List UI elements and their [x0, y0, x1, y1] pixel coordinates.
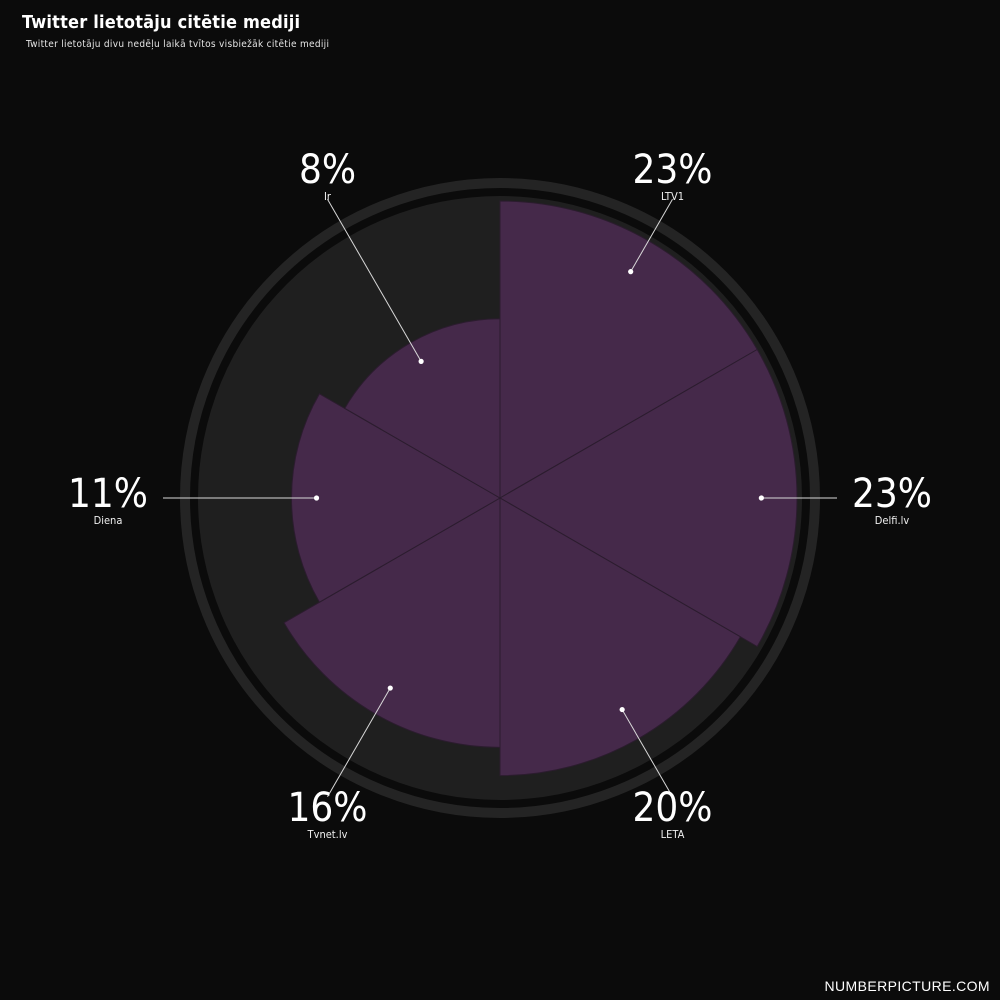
category-label-ltv1: LTV1: [661, 190, 684, 203]
data-label-ltv1: 23%: [633, 147, 713, 193]
data-label-tvnet-lv: 16%: [288, 785, 368, 831]
data-label-ir: 8%: [299, 147, 356, 193]
leader-dot-tvnet-lv: [387, 685, 393, 691]
leader-dot-ir: [418, 358, 424, 364]
brand-watermark: NUMBERPICTURE.COM: [824, 978, 990, 994]
category-label-leta: LETA: [661, 828, 685, 841]
category-label-delfi-lv: Delfi.lv: [875, 514, 910, 527]
leader-line-ir: [327, 198, 422, 362]
leader-dot-delfi-lv: [758, 495, 764, 501]
leader-line-tvnet-lv: [327, 687, 391, 798]
chart-subtitle: Twitter lietotāju divu nedēļu laikā tvīt…: [26, 39, 330, 50]
data-label-diena: 11%: [68, 471, 148, 517]
leader-dot-diena: [313, 495, 320, 501]
category-label-ir: Ir: [324, 190, 332, 203]
leader-line-ltv1: [630, 198, 673, 272]
category-label-diena: Diena: [94, 514, 123, 527]
data-label-leta: 20%: [633, 785, 713, 831]
data-label-delfi-lv: 23%: [852, 471, 932, 517]
chart-title: Twitter lietotāju citētie mediji: [22, 12, 301, 33]
leader-dot-leta: [619, 706, 625, 713]
category-label-tvnet-lv: Tvnet.lv: [307, 828, 348, 841]
leader-line-leta: [621, 709, 673, 798]
leader-dot-ltv1: [628, 269, 634, 275]
